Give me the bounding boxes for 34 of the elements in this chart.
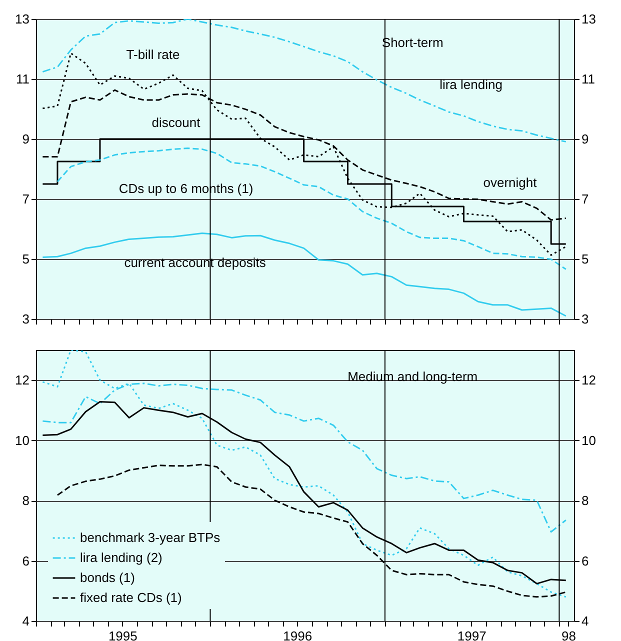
legend-label: lira lending (2): [80, 550, 162, 565]
y2-tick-label: 11: [582, 72, 595, 86]
y2-tick-label: 12: [582, 372, 596, 388]
x-tick-label: 1995: [108, 628, 138, 641]
y2-tick-label: 6: [582, 553, 589, 568]
y-tick-label: 9: [22, 132, 30, 146]
legend-label: benchmark 3-year BTPs: [80, 530, 221, 545]
y2-tick-label: 10: [582, 432, 596, 448]
y2-tick-label: 4: [582, 614, 589, 628]
y2-tick-label: 13: [582, 12, 596, 26]
x-tick-label: 1996: [283, 628, 312, 641]
y2-tick-label: 9: [582, 132, 589, 146]
y-tick-label: 13: [15, 12, 30, 26]
x-tick-label: 98: [562, 628, 576, 641]
y-tick-label: 3: [22, 312, 30, 326]
y2-tick-label: 5: [582, 252, 589, 266]
y-tick-label: 11: [16, 72, 30, 86]
y-tick-label: 5: [22, 252, 30, 266]
annotation: discount: [152, 115, 201, 130]
legend-label: bonds (1): [80, 570, 135, 585]
y-tick-label: 4: [22, 614, 30, 628]
y-tick-label: 7: [22, 192, 30, 206]
y2-tick-label: 3: [582, 312, 589, 326]
y2-tick-label: 8: [582, 493, 589, 508]
annotation: lira lending: [440, 77, 502, 92]
y2-tick-label: 7: [582, 192, 589, 206]
legend-label: fixed rate CDs (1): [80, 590, 182, 605]
y-tick-label: 8: [22, 493, 30, 508]
y-tick-label: 6: [22, 553, 30, 568]
y-tick-label: 12: [15, 372, 30, 388]
x-tick-label: 1997: [457, 628, 486, 641]
annotation: T-bill rate: [126, 47, 180, 62]
annotation: overnight: [483, 175, 538, 190]
y-tick-label: 10: [15, 432, 30, 448]
